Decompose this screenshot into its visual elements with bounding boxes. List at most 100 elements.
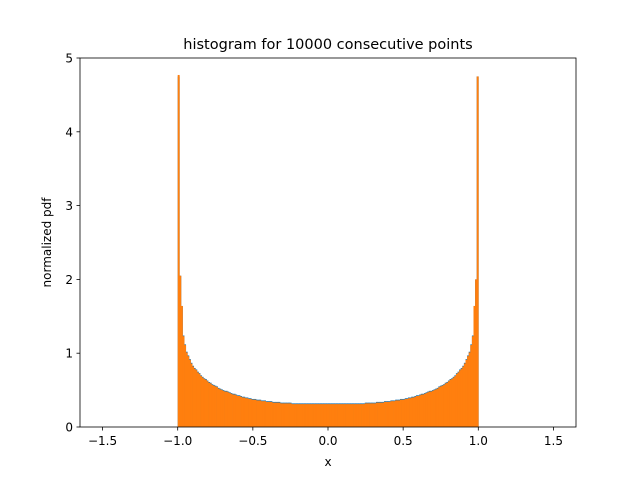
histogram-bar-series-2	[324, 404, 327, 427]
histogram-bar-series-2	[217, 388, 220, 427]
histogram-bar-series-2	[444, 383, 447, 427]
histogram-bar-series-2	[259, 400, 262, 427]
histogram-bar-series-2	[331, 404, 334, 427]
histogram-bar-series-2	[425, 393, 428, 427]
y-tick-label: 5	[65, 52, 73, 66]
bars-layer	[177, 74, 479, 427]
histogram-bar-series-2	[299, 404, 302, 427]
histogram-bar-series-2	[420, 394, 423, 427]
histogram-bar-series-2	[462, 366, 465, 427]
histogram-bar-series-2	[195, 370, 198, 427]
histogram-bar-series-2	[200, 376, 203, 427]
histogram-bar-series-2	[371, 403, 374, 427]
histogram-bar-series-2	[348, 404, 351, 427]
histogram-bar-series-2	[211, 384, 214, 427]
histogram-bar-series-2	[374, 403, 377, 427]
histogram-bar-series-2	[214, 386, 217, 427]
y-tick-label: 4	[65, 125, 73, 139]
histogram-bar-series-2	[328, 404, 330, 427]
histogram-bar-series-2	[219, 389, 222, 427]
x-tick-label: 0.0	[318, 434, 337, 448]
histogram-bar-series-2	[256, 400, 258, 427]
histogram-bar-series-2	[443, 384, 446, 427]
histogram-bar-series-2	[417, 396, 420, 427]
histogram-bar-series-2	[435, 389, 438, 427]
histogram-bar-series-2	[455, 373, 458, 427]
histogram-bar-series-2	[233, 394, 236, 427]
histogram-bar-series-2	[326, 404, 329, 427]
histogram-bar-series-2	[337, 404, 340, 427]
histogram-bar-series-2	[334, 404, 337, 427]
y-tick-label: 2	[65, 273, 73, 287]
histogram-bar-series-2	[363, 404, 366, 427]
x-tick-label: −1.5	[88, 434, 117, 448]
histogram-bar-series-2	[230, 393, 233, 427]
histogram-bar-series-2	[323, 404, 326, 427]
histogram-bar-series-2	[251, 399, 254, 427]
histogram-bar-series-2	[345, 404, 348, 427]
histogram-bar-series-2	[257, 400, 260, 427]
histogram-bar-series-2	[390, 401, 393, 427]
histogram-bar-series-2	[361, 404, 364, 427]
histogram-bar-series-2	[302, 404, 305, 427]
histogram-bar-series-2	[288, 403, 290, 427]
histogram-bar-series-2	[270, 401, 273, 427]
histogram-bar-series-2	[273, 402, 276, 427]
histogram-bar-series-2	[414, 396, 417, 427]
x-axis-label: x	[324, 455, 331, 469]
histogram-bar-series-2	[286, 403, 289, 427]
histogram-bar-series-2	[339, 404, 342, 427]
histogram-bar-series-2	[409, 398, 412, 427]
histogram-bar-series-2	[316, 404, 319, 427]
histogram-bar-series-2	[391, 401, 394, 427]
histogram-bar-series-2	[470, 345, 473, 427]
histogram-bar-series-2	[465, 359, 468, 427]
histogram-bar-series-2	[206, 381, 209, 427]
histogram-bar-series-2	[240, 396, 243, 427]
histogram-bar-series-2	[449, 379, 452, 427]
histogram-bar-series-2	[446, 382, 449, 427]
histogram-bar-series-2	[292, 404, 295, 427]
histogram-bar-series-2	[387, 401, 390, 427]
histogram-bar-series-2	[222, 390, 225, 427]
histogram-bar-series-2	[460, 368, 463, 427]
histogram-bar-series-2	[294, 404, 297, 427]
histogram-bar-series-2	[396, 400, 399, 427]
histogram-bar-series-2	[430, 391, 433, 427]
histogram-bar-series-2	[366, 403, 369, 427]
histogram-bar-series-2	[220, 390, 223, 427]
histogram-bar-series-2	[457, 372, 460, 427]
histogram-bar-series-2	[238, 396, 241, 427]
histogram-bar-series-2	[224, 391, 227, 427]
histogram-bar-series-2	[275, 402, 278, 427]
histogram-bar-series-2	[291, 404, 294, 427]
histogram-bar-series-2	[369, 403, 372, 427]
histogram-bar-series-2	[433, 390, 436, 427]
histogram-bar-series-2	[310, 404, 313, 427]
histogram-bar-series-2	[244, 398, 247, 427]
histogram-bar-series-2	[377, 402, 380, 427]
histogram-bar-series-2	[254, 399, 257, 427]
histogram-bar-series-2	[182, 336, 185, 427]
histogram-bar-series-2	[267, 401, 270, 427]
histogram-bar-series-2	[192, 366, 195, 427]
histogram-bar-series-2	[404, 398, 407, 427]
histogram-bar-series-2	[216, 387, 219, 427]
histogram-bar-series-2	[312, 404, 314, 427]
histogram-bar-series-2	[372, 403, 375, 427]
histogram-bar-series-2	[236, 396, 239, 427]
x-tick-label: 1.5	[544, 434, 563, 448]
histogram-bar-series-2	[190, 363, 193, 427]
histogram-bar-series-2	[355, 404, 358, 427]
histogram-bar-series-2	[423, 393, 426, 427]
histogram-bar-series-2	[359, 404, 362, 427]
histogram-bar-series-2	[415, 396, 418, 427]
y-tick-label: 3	[65, 199, 73, 213]
chart-title: histogram for 10000 consecutive points	[183, 37, 472, 53]
histogram-bar-series-2	[179, 275, 182, 427]
histogram-bar-series-2	[289, 403, 292, 427]
histogram-bar-series-2	[188, 359, 191, 427]
histogram-bar-series-2	[383, 401, 386, 427]
histogram-bar-series-2	[411, 397, 414, 427]
